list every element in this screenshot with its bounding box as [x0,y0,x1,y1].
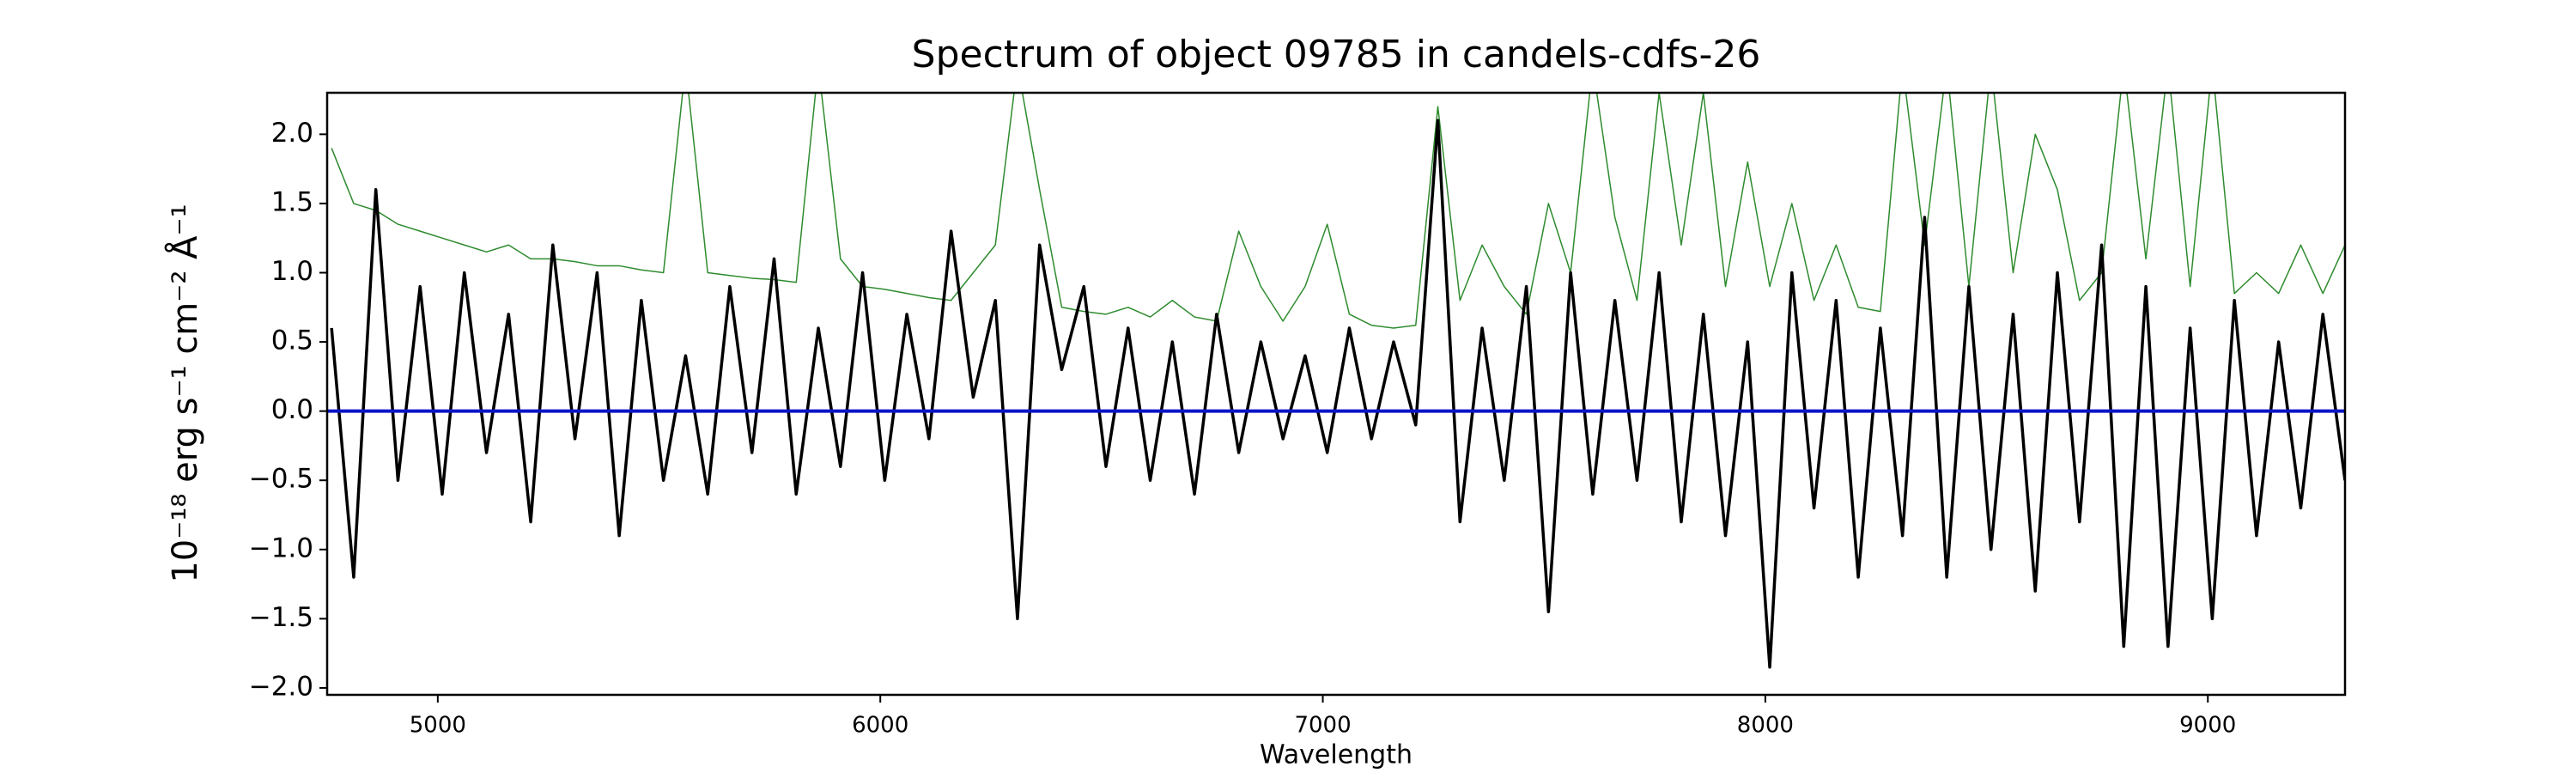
y-tick-label: 0.5 [271,326,313,356]
x-tick-label: 5000 [410,713,466,739]
y-tick-label: −1.5 [249,602,313,633]
y-tick-label: 1.0 [271,256,313,287]
y-axis-label: 10⁻¹⁸ erg s⁻¹ cm⁻² Å⁻¹ [164,204,205,582]
y-tick-label: 0.0 [271,394,313,425]
plot-area [327,93,2345,669]
y-tick-label: −2.0 [249,671,313,702]
series-line [330,119,2345,669]
y-tick-label: 1.5 [271,186,313,217]
x-axis-label: Wavelength [1260,740,1413,770]
chart-title: Spectrum of object 09785 in candels-cdfs… [912,33,1761,76]
x-tick-label: 7000 [1294,713,1351,739]
x-tick-label: 8000 [1737,713,1794,739]
y-tick-label: −1.0 [249,533,313,563]
y-tick-label: −0.5 [249,464,313,495]
x-tick-label: 9000 [2179,713,2236,739]
x-tick-label: 6000 [852,713,908,739]
plot-frame [325,91,2347,697]
series-line [331,93,2345,329]
y-tick-label: 2.0 [271,118,313,149]
